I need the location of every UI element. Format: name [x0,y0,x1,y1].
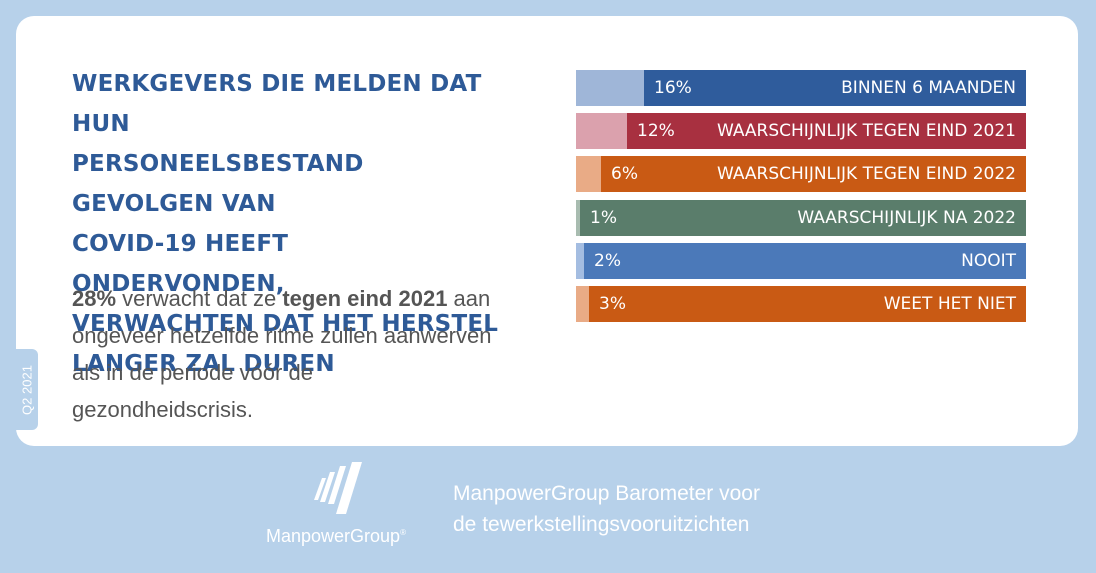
bar-row: 3% WEET HET NIET [576,286,1026,322]
bar-row: 6% WAARSCHIJNLIJK TEGEN EIND 2022 [576,156,1026,193]
bar-category-label: WAARSCHIJNLIJK TEGEN EIND 2021 [716,121,1016,142]
bar-value-label: 2% [594,250,621,271]
bar-rest-segment [589,286,1026,322]
bar-rest-segment [627,113,1026,150]
bar-value-segment [576,242,584,279]
summary-text: 28% verwacht dat ze tegen eind 2021 aan … [72,280,492,428]
summary-text-part: verwacht dat ze [116,286,283,311]
headline-line: LANGER ZAL DUREN [72,351,335,377]
headline-line: COVID-19 HEEFT ONDERVONDEN, [72,231,289,297]
bar-rest-segment [601,156,1026,193]
bar-value-label: 16% [654,78,692,98]
summary-percent: 28% [72,286,117,311]
footer-title-line: ManpowerGroup Barometer voor [453,482,760,505]
bar-category-label: BINNEN 6 MAANDEN [841,78,1016,98]
summary-highlight: tegen eind 2021 [282,286,448,311]
summary-text-part: aan ongeveer hetzelfde ritme zullen aanw… [72,286,492,422]
bar-row: 2% NOOIT [576,242,1026,279]
bar-row: 1% WAARSCHIJNLIJK NA 2022 [576,199,1026,236]
footer-title-line: de tewerkstellingsvooruitzichten [453,513,750,536]
manpowergroup-logo-icon [314,462,362,514]
bar-rest-segment [580,199,1026,236]
bar-value-label: 6% [611,164,638,185]
headline-line: WERKGEVERS DIE MELDEN DAT HUN [72,71,482,137]
bar-value-segment [576,113,627,150]
bar-category-label: WAARSCHIJNLIJK NA 2022 [797,207,1016,228]
side-tab-label: Q2 2021 [19,365,35,415]
bar-row: 12% WAARSCHIJNLIJK TEGEN EIND 2021 [576,113,1026,150]
headline: WERKGEVERS DIE MELDEN DAT HUN PERSONEELS… [72,64,502,384]
bar-value-segment [576,156,601,193]
logo-name: ManpowerGroup [266,526,401,546]
bar-value-segment [576,70,644,106]
logo-text: ManpowerGroup® [266,526,436,547]
bar-chart: 16% BINNEN 6 MAANDEN 12% WAARSCHIJNLIJK TEG… [576,70,1026,322]
footer-title: ManpowerGroup Barometer voor de tewerkst… [453,478,873,540]
bar-category-label: NOOIT [961,250,1016,271]
bar-value-segment [576,286,589,322]
registered-mark: ® [400,528,406,537]
bar-rest-segment [584,242,1026,279]
bar-category-label: WEET HET NIET [883,294,1016,314]
bar-row: 16% BINNEN 6 MAANDEN [576,70,1026,106]
bar-value-segment [576,199,580,236]
bar-rest-segment [644,70,1026,106]
side-tab [16,349,38,430]
bar-value-label: 3% [599,294,626,314]
headline-line: PERSONEELSBESTAND GEVOLGEN VAN [72,151,364,217]
bar-value-label: 12% [637,121,675,142]
bar-value-label: 1% [590,207,617,228]
bar-category-label: WAARSCHIJNLIJK TEGEN EIND 2022 [716,164,1016,185]
headline-line: VERWACHTEN DAT HET HERSTEL [72,311,499,337]
